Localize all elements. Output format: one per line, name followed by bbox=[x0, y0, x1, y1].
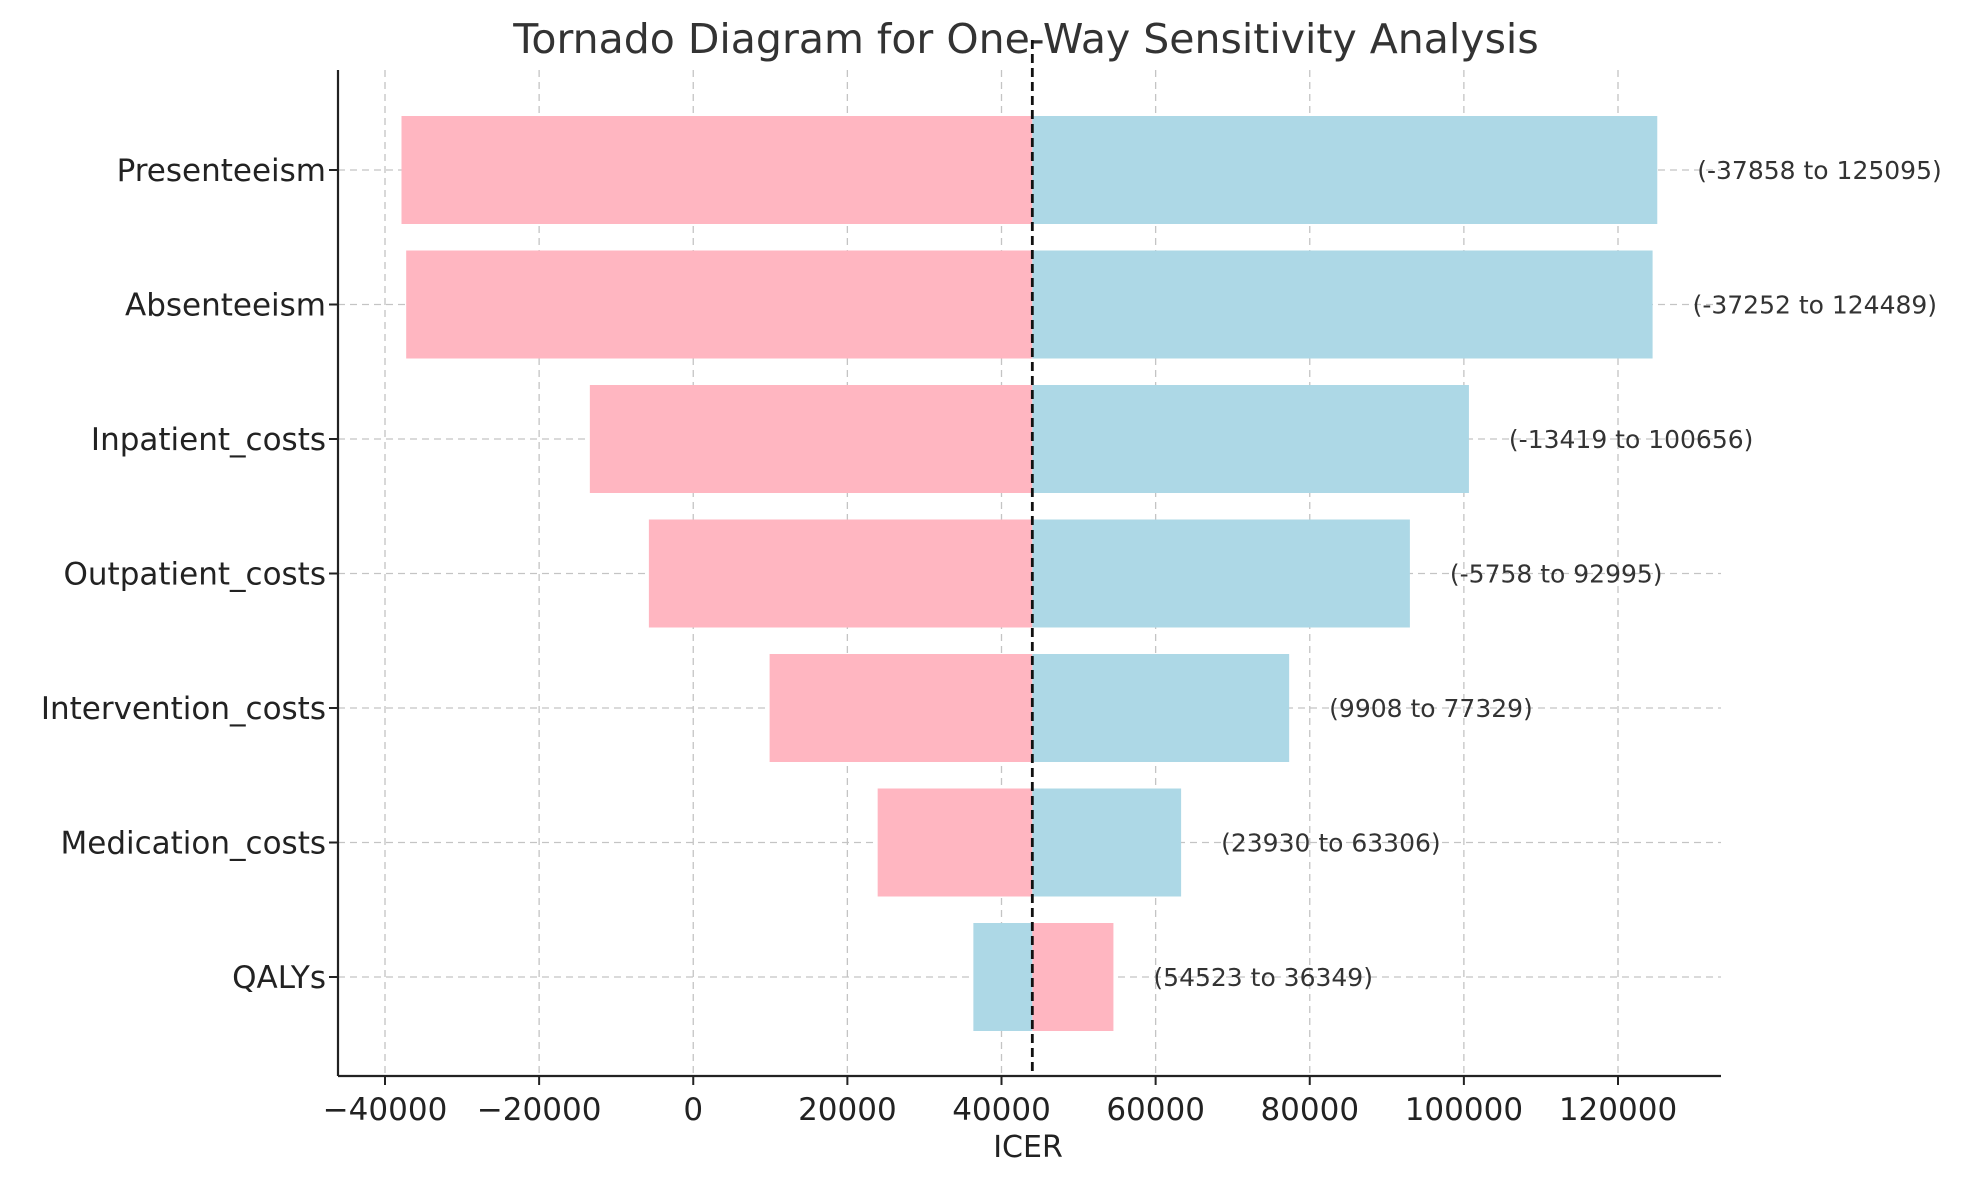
high-value-bar bbox=[973, 923, 1033, 1031]
range-label: (-37858 to 125095) bbox=[1697, 156, 1941, 185]
low-value-bar bbox=[406, 250, 1033, 359]
range-label: (54523 to 36349) bbox=[1153, 963, 1373, 992]
high-value-bar bbox=[1032, 385, 1469, 493]
x-tick-label: 0 bbox=[683, 1092, 703, 1128]
category-label: Absenteeism bbox=[125, 288, 326, 324]
category-label: QALYs bbox=[232, 960, 326, 996]
category-label: Outpatient_costs bbox=[64, 557, 327, 593]
x-tick-label: 100000 bbox=[1405, 1092, 1523, 1128]
x-tick-label: 80000 bbox=[1260, 1092, 1359, 1128]
x-tick-label: 40000 bbox=[952, 1092, 1051, 1128]
x-tick-label: 60000 bbox=[1106, 1092, 1205, 1128]
category-label: Medication_costs bbox=[61, 826, 327, 862]
high-value-bar bbox=[1032, 250, 1653, 359]
x-tick-label: −40000 bbox=[323, 1092, 448, 1128]
range-label: (9908 to 77329) bbox=[1329, 694, 1533, 723]
high-value-bar bbox=[1032, 116, 1658, 224]
category-label: Presenteeism bbox=[117, 153, 326, 189]
x-tick-label: 20000 bbox=[798, 1092, 897, 1128]
chart-title: Tornado Diagram for One-Way Sensitivity … bbox=[512, 15, 1538, 63]
low-value-bar bbox=[1032, 923, 1114, 1031]
range-label: (23930 to 63306) bbox=[1221, 829, 1441, 858]
x-tick-label: 120000 bbox=[1559, 1092, 1677, 1128]
category-label: Inpatient_costs bbox=[91, 422, 326, 458]
high-value-bar bbox=[1032, 519, 1410, 628]
low-value-bar bbox=[401, 116, 1033, 224]
low-value-bar bbox=[769, 654, 1033, 762]
high-value-bar bbox=[1032, 788, 1182, 897]
x-tick-label: −20000 bbox=[477, 1092, 602, 1128]
label-layer: Presenteeism (-37858 to 125095) Absenteeis… bbox=[41, 153, 1942, 996]
bar-layer bbox=[401, 116, 1658, 1031]
low-value-bar bbox=[589, 385, 1033, 493]
range-label: (-37252 to 124489) bbox=[1693, 291, 1937, 320]
range-label: (-5758 to 92995) bbox=[1450, 560, 1663, 589]
low-value-bar bbox=[648, 519, 1033, 628]
range-label: (-13419 to 100656) bbox=[1509, 425, 1753, 454]
category-label: Intervention_costs bbox=[41, 691, 326, 727]
tick-layer: −40000 −20000 0 20000 40000 60000 80000 100000 1… bbox=[323, 169, 1677, 1128]
high-value-bar bbox=[1032, 654, 1290, 762]
low-value-bar bbox=[877, 788, 1033, 897]
x-axis-label: ICER bbox=[993, 1130, 1063, 1165]
